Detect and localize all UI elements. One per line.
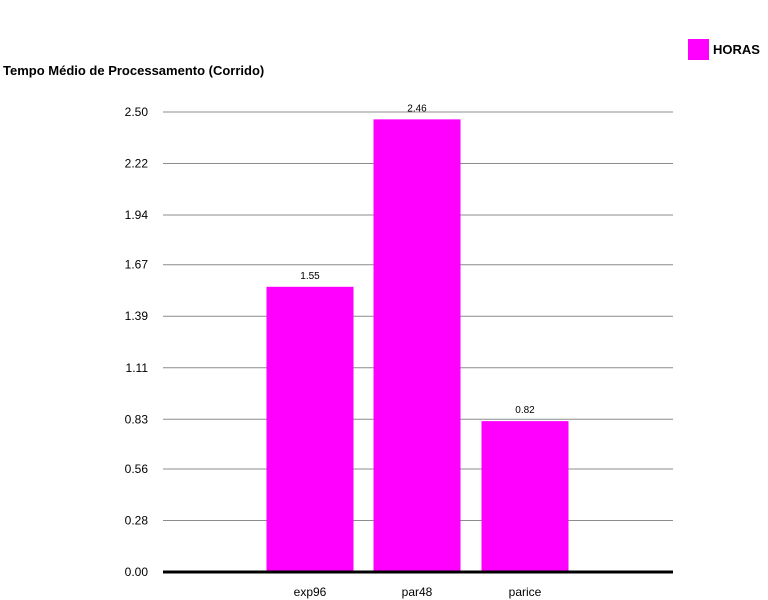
y-tick-label: 0.00 — [125, 565, 149, 579]
legend: HORAS — [688, 39, 760, 60]
legend-swatch — [688, 39, 709, 60]
x-tick-label-par48: par48 — [402, 585, 433, 599]
y-tick-label: 0.83 — [125, 412, 149, 426]
x-tick-label-parice: parice — [509, 585, 542, 599]
y-tick-label: 1.67 — [125, 258, 149, 272]
y-tick-label: 0.56 — [125, 462, 149, 476]
y-tick-label: 1.39 — [125, 309, 149, 323]
y-tick-label: 0.28 — [125, 513, 149, 527]
y-tick-label: 1.94 — [125, 208, 149, 222]
y-tick-label: 2.50 — [125, 105, 149, 119]
chart-title: Tempo Médio de Processamento (Corrido) — [3, 63, 265, 78]
bar-parice — [481, 421, 569, 572]
bar-par48 — [373, 119, 461, 573]
data-label-exp96: 1.55 — [300, 271, 320, 282]
y-tick-label: 2.22 — [125, 157, 149, 171]
data-label-parice: 0.82 — [515, 405, 535, 416]
x-tick-label-exp96: exp96 — [294, 585, 327, 599]
legend-label: HORAS — [713, 42, 760, 57]
y-tick-label: 1.11 — [126, 361, 149, 375]
bar-exp96 — [266, 286, 354, 572]
data-label-par48: 2.46 — [407, 103, 427, 114]
